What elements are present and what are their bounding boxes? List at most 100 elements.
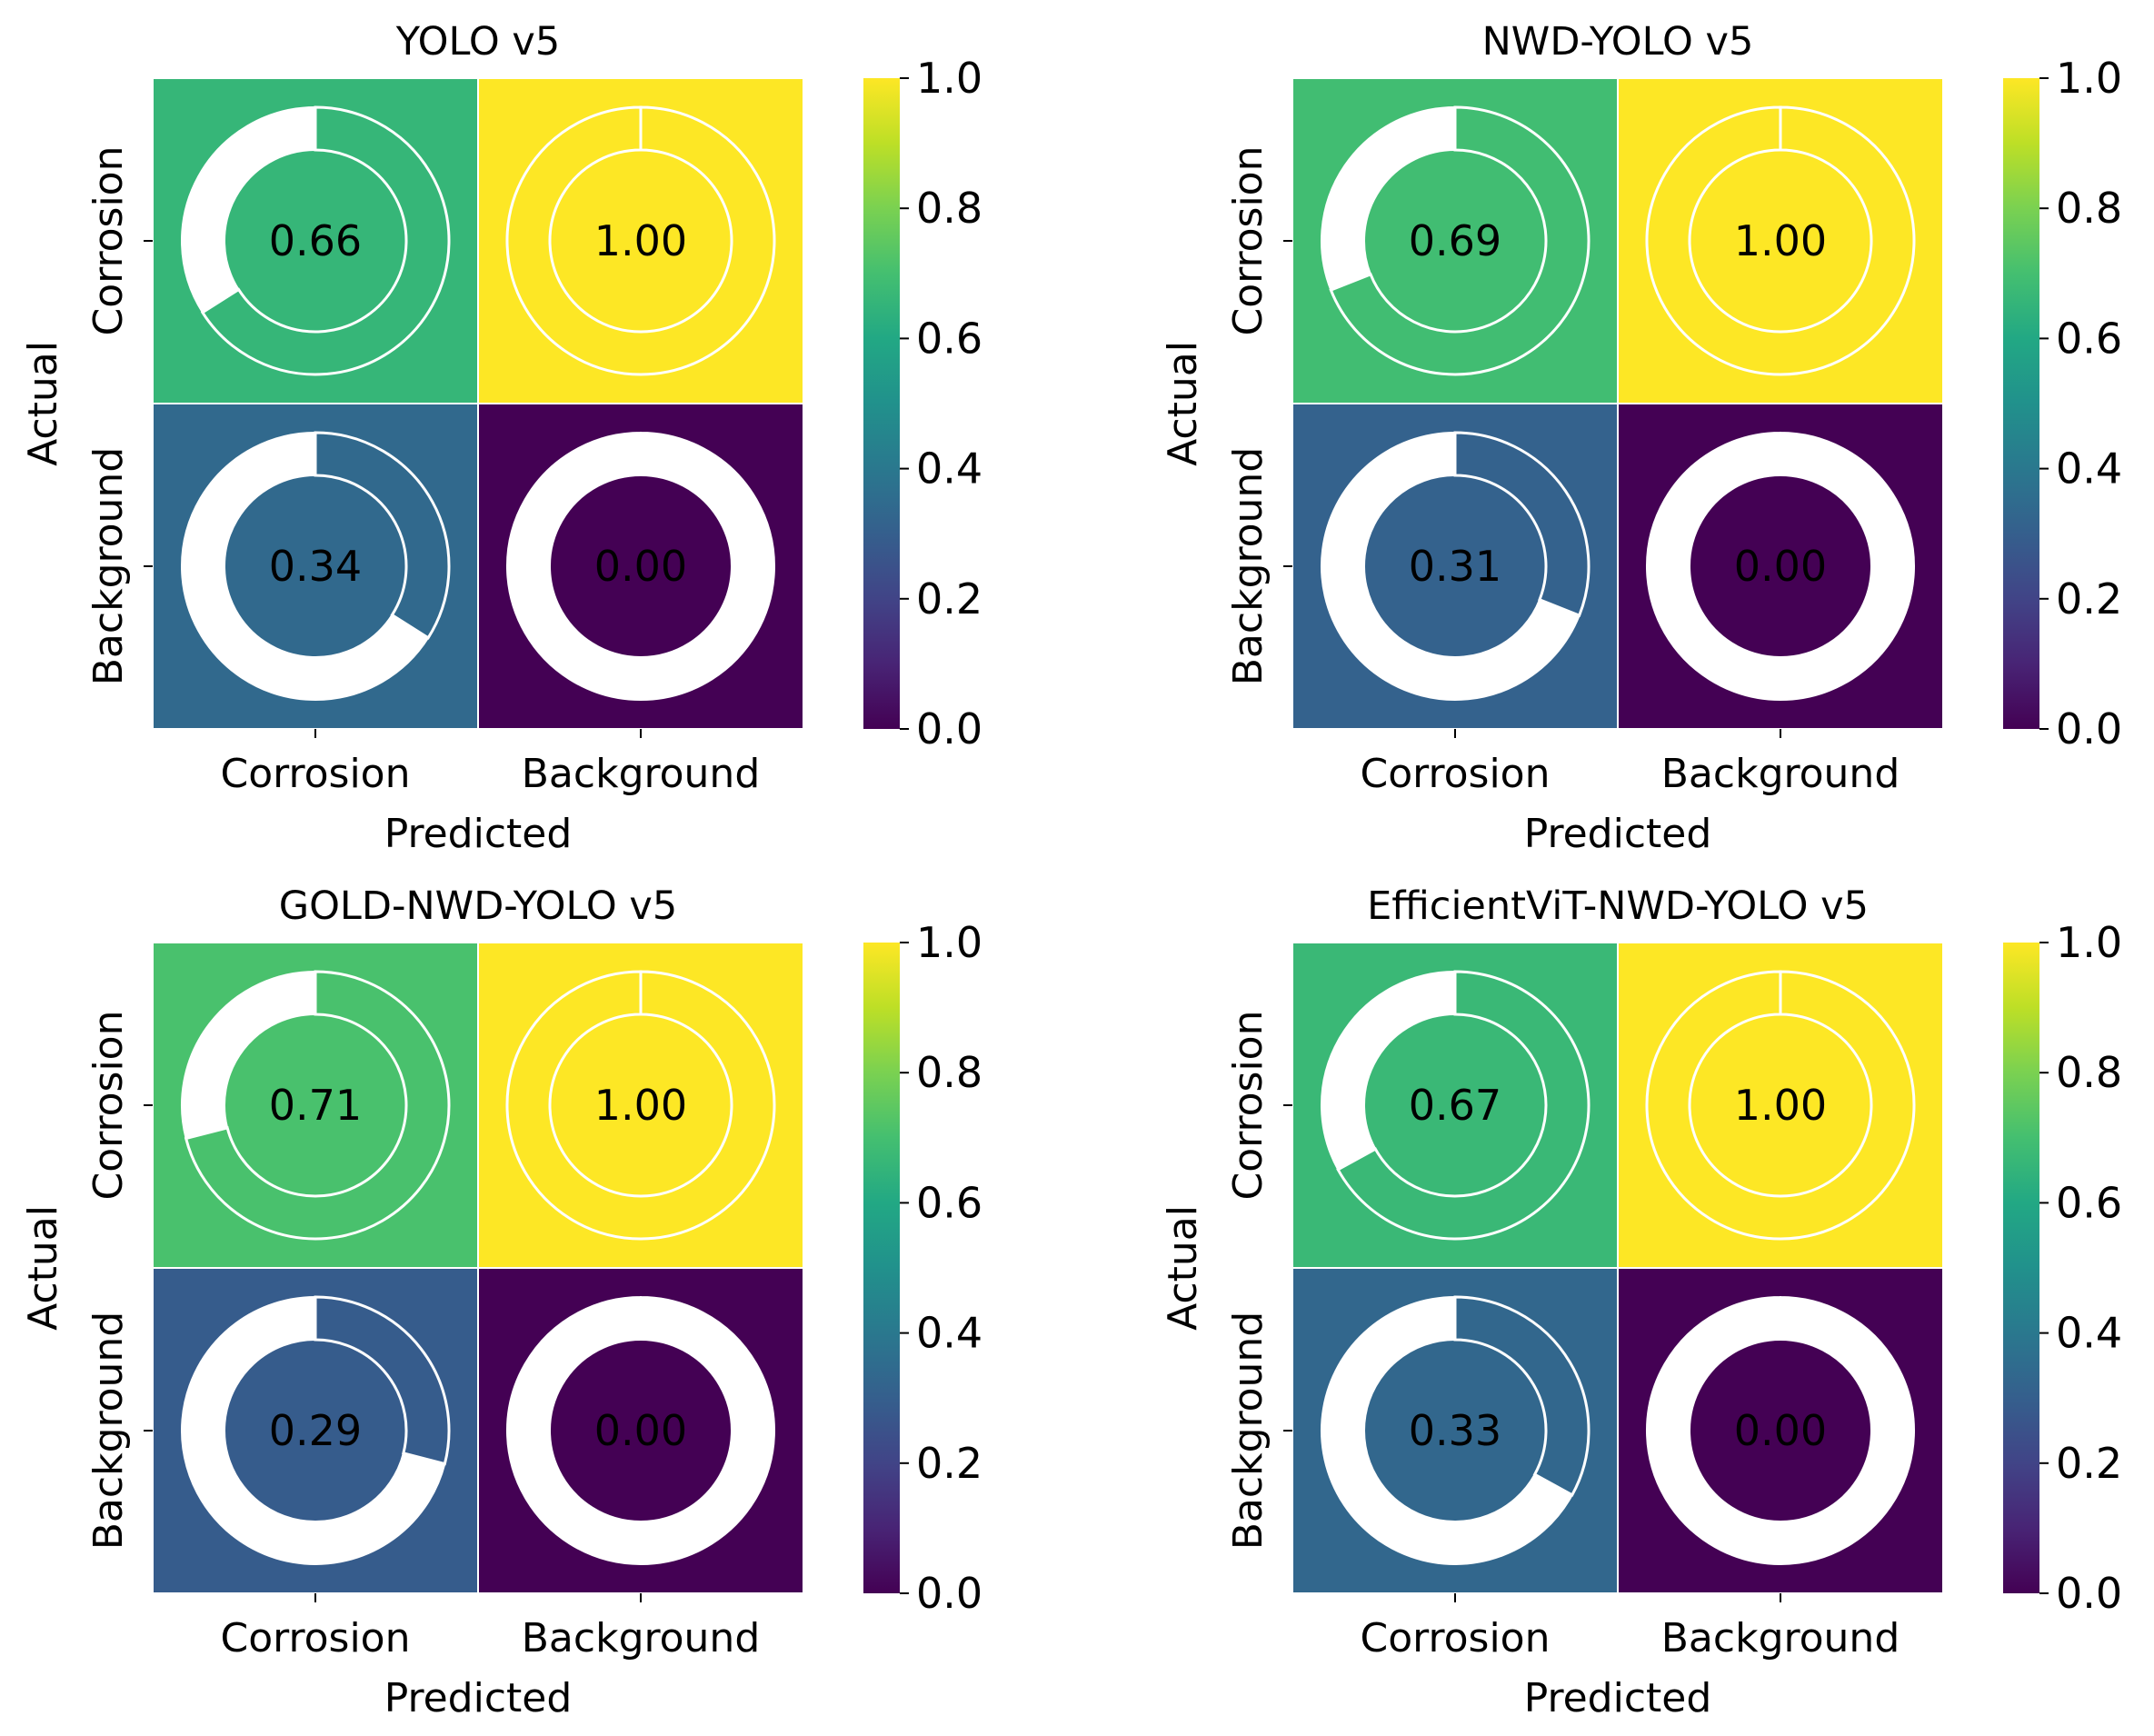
colorbar-tick-label: 0.4 xyxy=(916,1309,982,1358)
donut-value-sector xyxy=(1453,1295,1591,1497)
donut-center-disc xyxy=(1691,152,1870,330)
x-axis-label: Predicted xyxy=(1524,1675,1712,1721)
donut-center-disc xyxy=(552,1016,730,1194)
colorbar-tick-label: 1.0 xyxy=(2056,918,2122,967)
colorbar-tick-label: 0.2 xyxy=(916,1439,982,1488)
donut-center-disc xyxy=(1691,1016,1870,1194)
colorbar-tick-label: 0.8 xyxy=(2056,1048,2122,1097)
donut-value-sector xyxy=(314,431,451,640)
cell-value-label: 0.66 xyxy=(269,216,362,265)
y-axis-label: Actual xyxy=(20,1205,66,1331)
colorbar-tick-label: 0.2 xyxy=(916,574,982,624)
chart-title: EfficientViT-NWD-YOLO v5 xyxy=(1367,883,1869,929)
x-axis-label: Predicted xyxy=(384,1675,573,1721)
cell-value-label: 0.34 xyxy=(269,542,362,591)
donut-value-sector xyxy=(314,1295,451,1466)
colorbar-tick-label: 1.0 xyxy=(916,918,982,967)
colorbar-tick-label: 0.0 xyxy=(2056,704,2122,753)
donut-remainder-sector xyxy=(181,105,316,314)
cell-value-label: 0.71 xyxy=(269,1081,362,1130)
cell-value-label: 0.67 xyxy=(1409,1081,1501,1130)
colorbar xyxy=(2003,943,2039,1593)
donut-remainder-sector xyxy=(505,431,775,701)
colorbar-tick-label: 0.8 xyxy=(916,1048,982,1097)
donut-center-disc xyxy=(1366,152,1544,330)
donut-center-disc xyxy=(552,1342,730,1520)
cell-value-label: 0.00 xyxy=(594,542,687,591)
donut-remainder-sector xyxy=(1321,105,1456,292)
donut-remainder-sector xyxy=(1645,1295,1915,1565)
donut-center-disc xyxy=(226,477,404,655)
y-axis-label: Actual xyxy=(1160,341,1206,466)
donut-center-disc xyxy=(1691,1342,1870,1520)
chart-title: YOLO v5 xyxy=(395,19,561,65)
donut-center-disc xyxy=(552,477,730,655)
colorbar-tick-label: 0.2 xyxy=(2056,1439,2122,1488)
heatmap-panel: YOLO v5 0.66 1.00 0.34 0.00 Corrosion Backgrou… xyxy=(20,19,982,857)
donut-value-sector xyxy=(1645,105,1916,376)
cell-value-label: 0.31 xyxy=(1409,542,1501,591)
donut-center-disc xyxy=(1366,477,1544,655)
colorbar-tick-label: 0.2 xyxy=(2056,574,2122,624)
cell-value-label: 0.00 xyxy=(594,1406,687,1455)
cell-value-label: 1.00 xyxy=(1734,216,1827,265)
colorbar-tick-label: 0.0 xyxy=(916,704,982,753)
y-tick-label: Corrosion xyxy=(85,146,132,336)
y-axis-label: Actual xyxy=(20,341,66,466)
cell-value-label: 0.00 xyxy=(1734,542,1827,591)
y-tick-label: Corrosion xyxy=(85,1011,132,1201)
x-axis-label: Predicted xyxy=(1524,811,1712,857)
donut-value-sector xyxy=(1329,105,1591,376)
colorbar xyxy=(863,943,900,1593)
colorbar-tick-label: 0.8 xyxy=(2056,184,2122,233)
cell-value-label: 0.29 xyxy=(269,1406,362,1455)
colorbar-tick-label: 0.4 xyxy=(2056,444,2122,494)
x-tick-label: Corrosion xyxy=(1361,751,1551,797)
donut-remainder-sector xyxy=(1321,1295,1574,1565)
y-tick-label: Background xyxy=(1225,447,1271,686)
donut-center-disc xyxy=(1691,477,1870,655)
donut-value-sector xyxy=(1336,970,1591,1241)
donut-remainder-sector xyxy=(1645,431,1915,701)
x-tick-label: Background xyxy=(522,1615,761,1661)
donut-value-sector xyxy=(1645,970,1916,1241)
donut-center-disc xyxy=(226,152,404,330)
colorbar-tick-label: 0.0 xyxy=(916,1569,982,1618)
donut-value-sector xyxy=(505,105,776,376)
colorbar-tick-label: 1.0 xyxy=(2056,54,2122,103)
chart-title: NWD-YOLO v5 xyxy=(1482,19,1754,65)
colorbar-tick-label: 0.6 xyxy=(916,314,982,363)
donut-remainder-sector xyxy=(505,1295,775,1565)
colorbar-tick-label: 0.6 xyxy=(2056,1178,2122,1227)
cell-value-label: 1.00 xyxy=(1734,1081,1827,1130)
y-axis-label: Actual xyxy=(1160,1205,1206,1331)
colorbar xyxy=(863,78,900,729)
donut-remainder-sector xyxy=(181,1295,446,1565)
donut-value-sector xyxy=(1453,431,1591,618)
x-axis-label: Predicted xyxy=(384,811,573,857)
y-tick-label: Background xyxy=(1225,1312,1271,1551)
colorbar-tick-label: 0.6 xyxy=(916,1178,982,1227)
donut-remainder-sector xyxy=(1321,970,1456,1172)
donut-center-disc xyxy=(552,152,730,330)
cell-value-label: 0.00 xyxy=(1734,1406,1827,1455)
cell-value-label: 0.33 xyxy=(1409,1406,1501,1455)
cell-value-label: 0.69 xyxy=(1409,216,1501,265)
heatmap-panel: GOLD-NWD-YOLO v5 0.71 1.00 0.29 0.00 Corrosio… xyxy=(20,883,982,1721)
donut-value-sector xyxy=(184,970,451,1241)
colorbar-tick-label: 0.8 xyxy=(916,184,982,233)
x-tick-label: Corrosion xyxy=(221,751,411,797)
colorbar xyxy=(2003,78,2039,729)
x-tick-label: Corrosion xyxy=(1361,1615,1551,1661)
donut-value-sector xyxy=(505,970,776,1241)
colorbar-tick-label: 0.4 xyxy=(2056,1309,2122,1358)
heatmap-panel: NWD-YOLO v5 0.69 1.00 0.31 0.00 Corrosion Back… xyxy=(1160,19,2122,857)
cell-value-label: 1.00 xyxy=(594,216,687,265)
donut-center-disc xyxy=(1366,1016,1544,1194)
donut-value-sector xyxy=(200,105,451,376)
cell-value-label: 1.00 xyxy=(594,1081,687,1130)
y-tick-label: Background xyxy=(85,447,132,686)
y-tick-label: Corrosion xyxy=(1225,1011,1271,1201)
y-tick-label: Background xyxy=(85,1312,132,1551)
